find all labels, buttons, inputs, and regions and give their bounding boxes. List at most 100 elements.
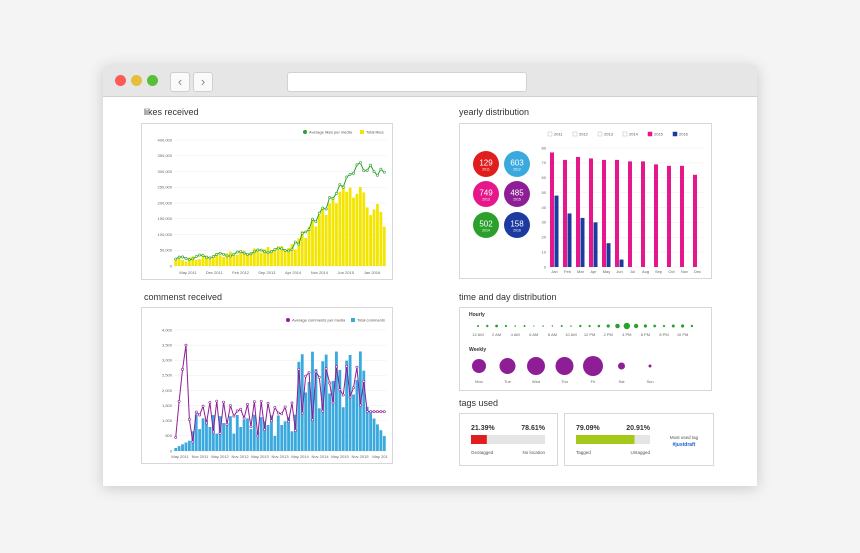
likes-bar (283, 249, 287, 266)
likes-avg-point (348, 172, 352, 176)
yearly-chart-panel: 2011 2012 2013 2014 2015 2016 129 2011 603 2012 74… (459, 123, 712, 279)
likes-avg-point (341, 185, 345, 189)
maximize-window-button[interactable] (147, 75, 158, 86)
hour-label: 4 PM (622, 332, 631, 337)
tagged-right-label: Untagged (630, 450, 650, 455)
month-label: Feb (564, 269, 572, 274)
x-tick-label: May 201 (372, 454, 388, 459)
month-label: Aug (642, 269, 649, 274)
likes-avg-point (181, 255, 184, 259)
x-tick-label: Nov 2014 (311, 270, 329, 275)
hourly-label: Hourly (469, 312, 485, 318)
comments-bar (263, 421, 267, 451)
hour-label: 2 AM (492, 332, 501, 337)
bar-2015 (576, 156, 580, 267)
likes-bar (235, 254, 239, 266)
likes-bar (290, 244, 294, 266)
hour-label: 4 AM (511, 332, 520, 337)
bar-2016 (554, 195, 559, 267)
legend-year-label: 2012 (579, 132, 589, 137)
comments-bar (341, 407, 345, 451)
comments-avg-point (225, 422, 229, 426)
y-tick-label: 400,000 (158, 137, 173, 142)
comments-avg-point (181, 367, 184, 371)
likes-bar (201, 254, 205, 266)
year-bubble-year: 2013 (482, 198, 490, 202)
y-tick-label: 3,500 (162, 342, 173, 347)
month-label: Sep (655, 269, 663, 274)
comments-bar (311, 351, 314, 451)
likes-bar (211, 256, 215, 266)
back-button[interactable]: ‹ (170, 72, 190, 92)
hourly-dot (486, 324, 489, 328)
comments-avg-point (191, 440, 195, 444)
likes-bar (222, 257, 225, 266)
close-window-button[interactable] (115, 75, 126, 86)
comments-avg-point (335, 365, 338, 369)
comments-chart-panel: Average comments per media Total comments… (141, 307, 393, 464)
comments-bar (283, 421, 287, 451)
day-label: Tue (504, 379, 512, 384)
comments-avg-point (317, 375, 321, 379)
hour-label: 12 AM (472, 332, 483, 337)
legend-avg-comments-marker (286, 318, 290, 322)
comments-avg-point (276, 411, 280, 415)
comments-bar (181, 444, 184, 451)
hourly-dot (597, 324, 601, 328)
likes-bar (328, 203, 331, 266)
year-bubble-year: 2016 (513, 229, 521, 233)
comments-avg-point (252, 400, 256, 404)
hourly-dot (579, 324, 582, 328)
likes-avg-point (293, 240, 297, 244)
address-bar[interactable] (287, 72, 527, 92)
forward-button[interactable]: › (193, 72, 213, 92)
comments-bar (314, 369, 318, 451)
comments-avg-point (311, 418, 314, 422)
hourly-dot (653, 324, 657, 328)
day-label: Sat (618, 379, 625, 384)
likes-section-title: likes received (144, 107, 199, 117)
day-label: Thu (561, 379, 568, 384)
most-used-tag-label: Most used tag (670, 435, 699, 440)
likes-bar (242, 250, 246, 266)
legend-total-likes: Total likes (366, 130, 384, 135)
legend-avg-likes-marker (303, 130, 307, 134)
comments-avg-point (341, 393, 345, 397)
y-tick-label: 40 (542, 205, 547, 210)
likes-bar (174, 260, 178, 266)
y-tick-label: 0 (544, 264, 547, 269)
likes-avg-point (266, 251, 270, 255)
comments-avg-point (246, 402, 249, 406)
comments-avg-point (352, 386, 355, 390)
comments-avg-point (249, 425, 253, 429)
comments-avg-point (201, 404, 205, 408)
comments-bar (365, 406, 369, 451)
likes-bar (379, 211, 383, 266)
likes-avg-point (215, 252, 219, 256)
likes-bar (300, 231, 304, 266)
likes-avg-point (345, 175, 349, 179)
likes-bar (345, 191, 349, 266)
likes-avg-point (321, 206, 325, 210)
likes-avg-point (252, 250, 256, 254)
likes-avg-point (352, 171, 355, 175)
likes-chart-panel: Average likes per media Total likes 0 50,00… (141, 123, 393, 280)
minimize-window-button[interactable] (131, 75, 142, 86)
likes-avg-point (246, 252, 249, 256)
likes-avg-point (187, 258, 191, 262)
most-used-tag-link[interactable]: #justdraft (673, 442, 696, 448)
likes-bar (249, 252, 253, 266)
likes-avg-point (184, 257, 188, 260)
comments-bar (177, 446, 181, 451)
comments-avg-point (304, 374, 308, 378)
hourly-dot (504, 324, 507, 328)
comments-avg-point (297, 367, 301, 371)
browser-window: ‹ › likes received Average likes per med… (103, 66, 757, 486)
hourly-dot (606, 324, 610, 328)
comments-avg-point (256, 434, 260, 438)
comments-bar (300, 354, 304, 451)
comments-bar (242, 419, 246, 451)
bar-2015 (667, 165, 671, 267)
comments-avg-point (215, 399, 219, 403)
likes-avg-point (263, 250, 267, 254)
